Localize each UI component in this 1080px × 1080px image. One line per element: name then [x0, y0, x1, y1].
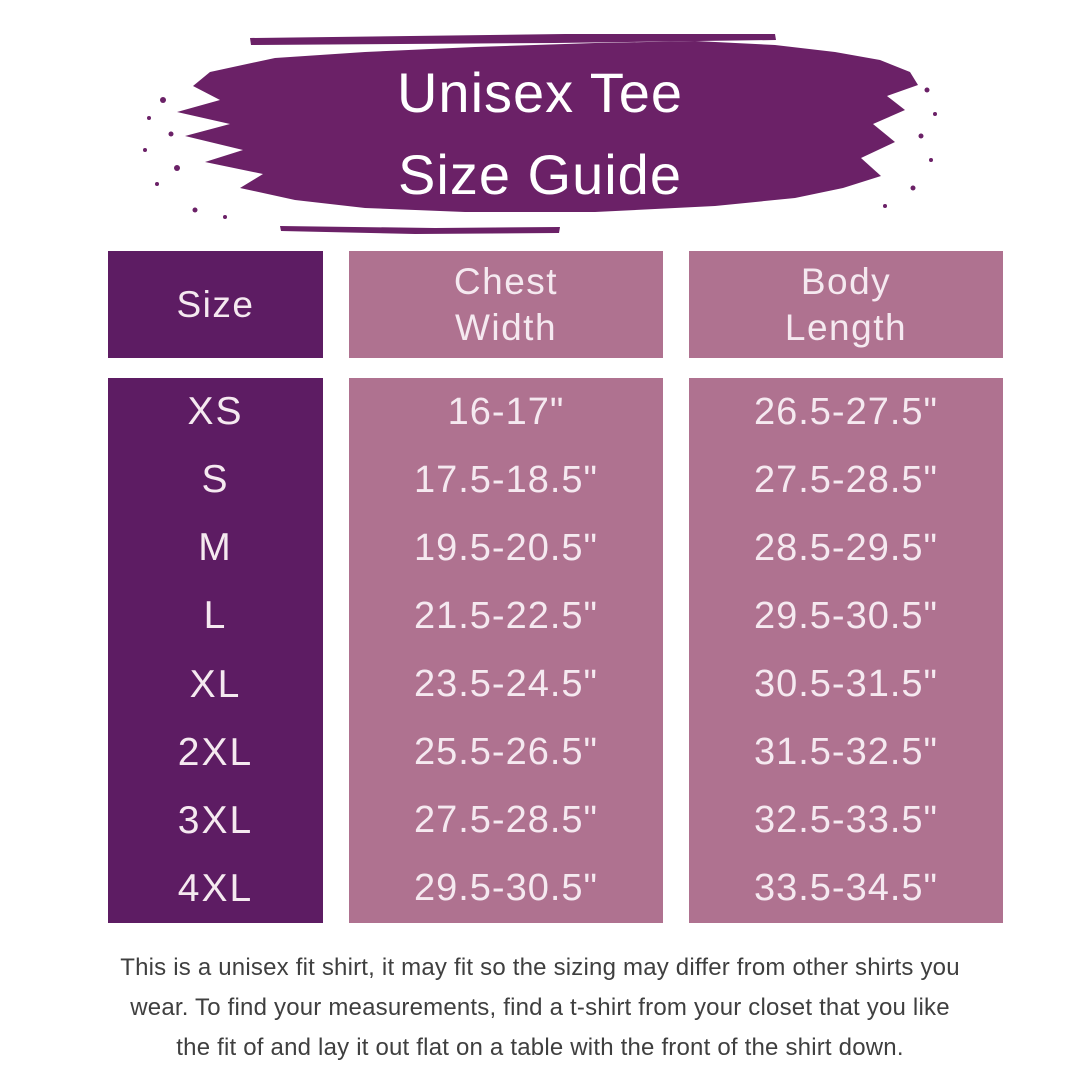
chest-width-cell: 16-17" [447, 390, 565, 433]
header-banner: Unisex Tee Size Guide [135, 30, 945, 240]
column-header-chest-width-label: Chest Width [453, 260, 559, 348]
brush-stroke-graphic [143, 34, 937, 234]
size-cell: XL [189, 662, 242, 706]
body-length-cell: 28.5-29.5" [753, 526, 939, 569]
chest-width-cell: 19.5-20.5" [413, 526, 599, 569]
column-header-size-label: Size [176, 283, 255, 325]
chest-width-cell: 29.5-30.5" [413, 867, 599, 910]
column-header-body-length-label: Body Length [784, 260, 908, 348]
body-length-cell: 30.5-31.5" [753, 663, 939, 706]
size-cell: M [198, 526, 233, 570]
size-cell: XS [187, 390, 244, 434]
footer-note-line-1: This is a unisex fit shirt, it may fit s… [120, 954, 960, 981]
size-cell: 2XL [177, 730, 254, 774]
chest-width-cell: 21.5-22.5" [413, 594, 599, 637]
size-column: XS S M L XL 2XL 3XL 4XL [108, 378, 323, 923]
size-cell: L [203, 594, 228, 638]
page-title-line-1: Unisex Tee [396, 61, 683, 124]
chest-width-cell: 25.5-26.5" [413, 731, 599, 774]
body-length-cell: 26.5-27.5" [753, 390, 939, 433]
chest-width-cell: 27.5-28.5" [413, 799, 599, 842]
size-cell: 4XL [177, 866, 254, 910]
body-length-cell: 29.5-30.5" [753, 594, 939, 637]
body-length-cell: 31.5-32.5" [753, 731, 939, 774]
page-title: Unisex Tee Size Guide [135, 52, 945, 216]
body-length-cell: 32.5-33.5" [753, 799, 939, 842]
page-title-line-2: Size Guide [398, 143, 682, 206]
body-length-cell: 27.5-28.5" [753, 458, 939, 501]
chest-width-column: 16-17" 17.5-18.5" 19.5-20.5" 21.5-22.5" … [349, 378, 663, 923]
chest-width-cell: 23.5-24.5" [413, 663, 599, 706]
column-header-size: Size [108, 251, 323, 358]
column-header-chest-width: Chest Width [349, 251, 663, 358]
footer-note: This is a unisex fit shirt, it may fit s… [0, 948, 1080, 1068]
footer-note-line-3: the fit of and lay it out flat on a tabl… [176, 1034, 904, 1061]
size-cell: 3XL [177, 798, 254, 842]
column-header-body-length: Body Length [689, 251, 1003, 358]
chest-width-cell: 17.5-18.5" [413, 458, 599, 501]
footer-note-line-2: wear. To find your measurements, find a … [130, 994, 950, 1021]
size-table: Size Chest Width Body Length XS S M L XL… [108, 251, 1003, 923]
body-length-column: 26.5-27.5" 27.5-28.5" 28.5-29.5" 29.5-30… [689, 378, 1003, 923]
body-length-cell: 33.5-34.5" [753, 867, 939, 910]
size-cell: S [201, 458, 230, 502]
